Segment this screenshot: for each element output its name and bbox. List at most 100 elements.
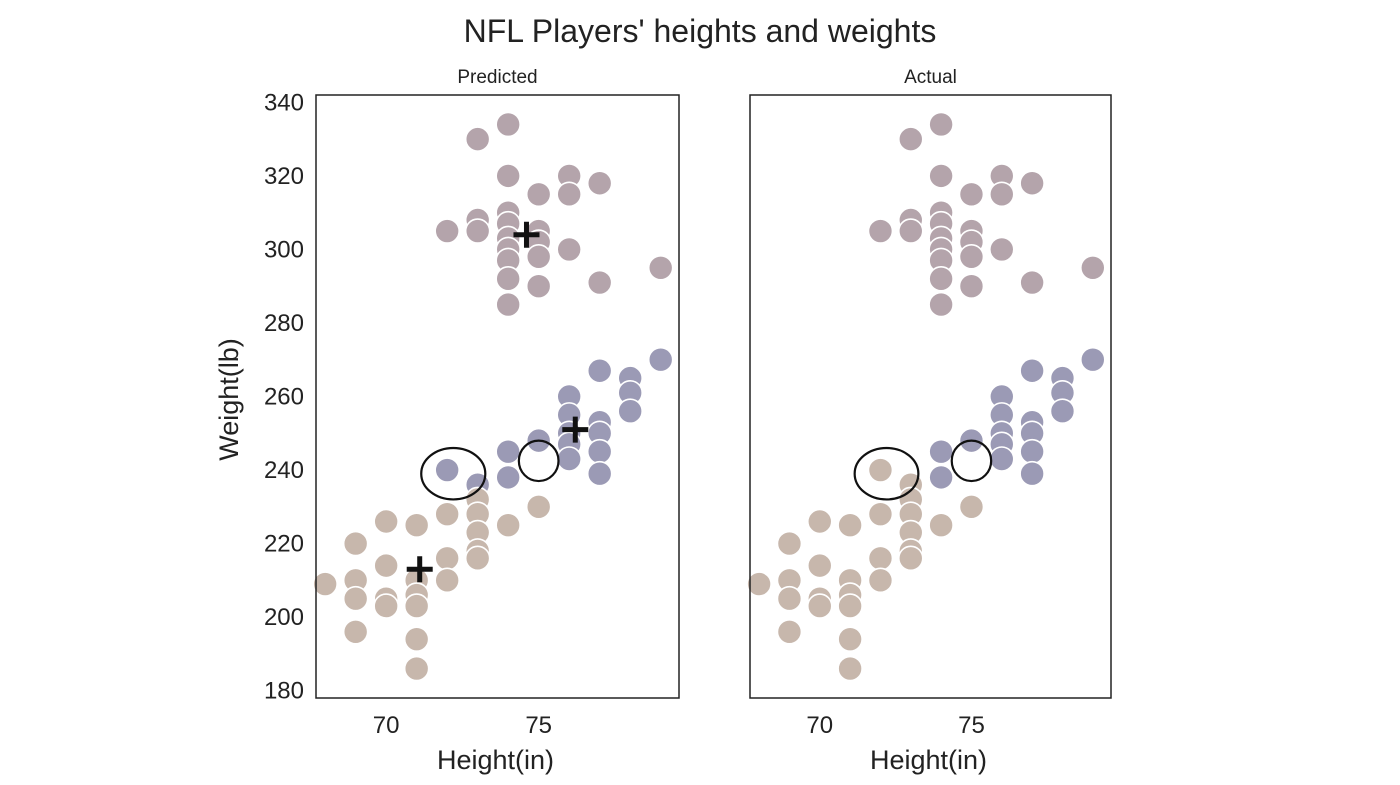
data-point (988, 446, 1015, 472)
data-point (928, 512, 954, 538)
data-point (1049, 398, 1076, 425)
data-point (495, 111, 521, 138)
data-point (434, 501, 460, 527)
data-point (897, 218, 924, 244)
data-point (837, 593, 863, 619)
x-tick-label: 70 (806, 712, 833, 739)
data-point (776, 530, 803, 557)
data-point (495, 464, 521, 491)
data-point (958, 243, 985, 270)
data-point (342, 619, 369, 645)
y-tick-label: 320 (264, 163, 304, 190)
data-point (647, 346, 674, 373)
data-point (464, 545, 491, 572)
data-point (586, 460, 613, 487)
data-point (342, 530, 369, 557)
data-point (556, 236, 582, 263)
data-point (434, 567, 460, 594)
data-point (867, 501, 894, 527)
data-point (403, 655, 430, 682)
y-tick-label: 240 (264, 457, 304, 484)
data-point (403, 626, 430, 652)
data-point (495, 512, 521, 538)
data-point (525, 243, 552, 270)
data-point (556, 446, 582, 472)
data-point (867, 457, 894, 483)
data-point (806, 593, 833, 619)
data-point (897, 545, 924, 572)
data-point (837, 512, 863, 538)
centroid-marker (406, 556, 433, 583)
y-tick-label: 340 (264, 89, 304, 116)
points-group (312, 111, 674, 682)
data-point (897, 126, 924, 152)
centroid-marker (513, 221, 540, 248)
highlight-ellipse (950, 439, 993, 483)
data-point (867, 545, 894, 572)
data-point (434, 218, 460, 244)
data-point (586, 438, 613, 465)
data-point (586, 357, 613, 384)
data-point (867, 218, 894, 244)
scatter-panels: Predicted 70 75 Height(in) 180 200 220 240 260 28… (214, 67, 1112, 775)
data-point (373, 593, 399, 619)
y-tick-label: 260 (264, 384, 304, 411)
y-tick-label: 220 (264, 531, 304, 558)
y-tick-label: 180 (264, 678, 304, 705)
x-axis-label: Height(in) (437, 745, 554, 775)
data-point (928, 111, 954, 138)
y-tick-label: 300 (264, 236, 304, 263)
x-tick-label: 70 (373, 712, 400, 739)
data-point (1019, 357, 1045, 384)
highlight-ellipse (420, 446, 487, 501)
data-point (1019, 460, 1045, 487)
data-point (1019, 170, 1045, 197)
data-point (586, 170, 613, 197)
y-tick-label: 200 (264, 604, 304, 631)
data-point (1019, 438, 1045, 465)
data-point (928, 163, 954, 189)
x-axis-label: Height(in) (870, 745, 987, 775)
data-point (806, 552, 833, 579)
data-point (958, 273, 985, 299)
data-point (837, 626, 863, 652)
highlight-ellipse (517, 439, 560, 483)
data-point (403, 512, 430, 538)
data-point (525, 273, 552, 299)
data-point (928, 464, 954, 491)
data-point (495, 266, 521, 292)
data-point (988, 181, 1015, 208)
data-point (837, 655, 863, 682)
data-point (928, 291, 954, 318)
data-point (1079, 346, 1106, 373)
data-point (1019, 269, 1045, 296)
data-point (342, 585, 369, 612)
points-group (746, 111, 1106, 682)
panel-subtitle: Predicted (457, 67, 537, 88)
data-point (586, 269, 613, 296)
data-point (464, 218, 491, 244)
data-point (312, 571, 338, 597)
data-point (928, 266, 954, 292)
data-point (495, 291, 521, 318)
data-point (373, 552, 399, 579)
data-point (988, 236, 1015, 263)
panel-actual: Actual 70 75 Height(in) (746, 67, 1112, 775)
x-tick-label: 75 (958, 712, 985, 739)
centroid-marker (562, 416, 589, 443)
data-point (525, 181, 552, 208)
data-point (495, 438, 521, 465)
plot-frame (315, 94, 680, 699)
data-point (928, 438, 954, 465)
data-point (806, 508, 833, 535)
data-point (776, 619, 803, 645)
data-point (867, 567, 894, 594)
data-point (1079, 255, 1106, 281)
data-point (647, 255, 674, 281)
x-tick-label: 75 (525, 712, 552, 739)
data-point (403, 593, 430, 619)
panel-predicted: Predicted 70 75 Height(in) 180 200 220 240 260 28… (214, 67, 680, 775)
data-point (464, 126, 491, 152)
data-point (495, 163, 521, 189)
